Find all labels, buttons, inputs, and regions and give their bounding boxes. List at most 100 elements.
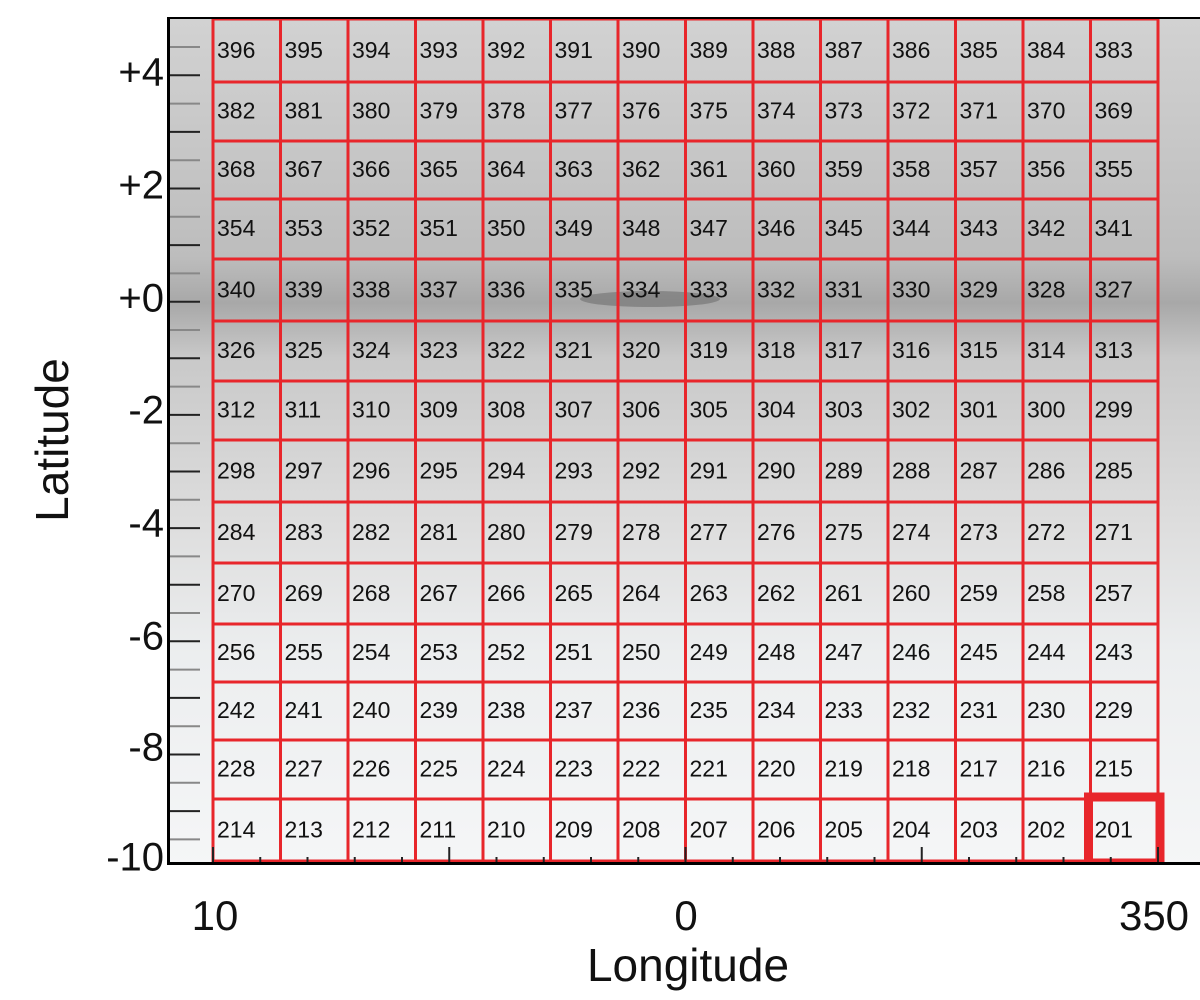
cell-label: 248 (757, 639, 795, 665)
y-tick-label: +2 (118, 163, 164, 208)
cell-label: 255 (285, 639, 323, 665)
cell-label: 335 (555, 276, 593, 302)
cell-label: 304 (757, 397, 796, 423)
cell-label: 233 (825, 697, 863, 723)
cell-label: 268 (352, 580, 390, 606)
cell-label: 213 (285, 816, 323, 842)
cell-label: 229 (1095, 697, 1133, 723)
cell-label: 230 (1027, 697, 1065, 723)
cell-label: 358 (892, 156, 930, 182)
cell-label: 279 (555, 519, 593, 545)
x-tick-label: 10 (191, 892, 239, 939)
y-tick-label: -10 (106, 835, 164, 880)
cell-label: 342 (1027, 215, 1065, 241)
cell-label: 344 (892, 215, 931, 241)
cell-label: 369 (1095, 98, 1133, 124)
cell-label: 383 (1095, 37, 1133, 63)
cell-label: 298 (217, 457, 255, 483)
cell-label: 205 (825, 816, 863, 842)
cell-label: 203 (960, 816, 998, 842)
cell-label: 286 (1027, 457, 1065, 483)
cell-label: 245 (960, 639, 998, 665)
cell-label: 365 (420, 156, 458, 182)
cell-label: 346 (757, 215, 795, 241)
cell-label: 354 (217, 215, 256, 241)
cell-label: 345 (825, 215, 863, 241)
cell-label: 394 (352, 37, 391, 63)
cell-label: 303 (825, 397, 863, 423)
cell-label: 262 (757, 580, 795, 606)
cell-label: 320 (622, 337, 660, 363)
cell-label: 366 (352, 156, 390, 182)
x-tick-label: 350 (1118, 892, 1190, 939)
cell-label: 393 (420, 37, 458, 63)
cell-label: 387 (825, 37, 863, 63)
cell-label: 340 (217, 276, 255, 302)
cell-label: 219 (825, 756, 863, 782)
cell-label: 258 (1027, 580, 1065, 606)
cell-label: 308 (487, 397, 525, 423)
cell-label: 331 (825, 276, 863, 302)
cell-label: 334 (622, 276, 661, 302)
cell-label: 321 (555, 337, 593, 363)
cell-label: 356 (1027, 156, 1065, 182)
cell-label: 242 (217, 697, 255, 723)
cell-label: 370 (1027, 98, 1065, 124)
cell-label: 367 (285, 156, 323, 182)
cell-label: 301 (960, 397, 998, 423)
cell-label: 224 (487, 756, 526, 782)
cell-label: 204 (892, 816, 931, 842)
cell-label: 395 (285, 37, 323, 63)
cell-label: 314 (1027, 337, 1066, 363)
plot-area: 396 395 394 393 392 391 390 389 388 387 386 385 384 3… (167, 17, 1200, 865)
cell-label: 264 (622, 580, 661, 606)
cell-label: 316 (892, 337, 930, 363)
cell-label: 360 (757, 156, 795, 182)
cell-label: 256 (217, 639, 255, 665)
cell-label: 214 (217, 816, 256, 842)
cell-label: 376 (622, 98, 660, 124)
grid-overlay: 396 395 394 393 392 391 390 389 388 387 386 385 384 3… (170, 19, 1200, 862)
cell-label: 385 (960, 37, 998, 63)
cell-label: 273 (960, 519, 998, 545)
cell-label: 396 (217, 37, 255, 63)
y-axis-label: Latitude (26, 358, 78, 522)
cell-label: 221 (690, 756, 728, 782)
cell-label: 384 (1027, 37, 1066, 63)
cell-label: 296 (352, 457, 390, 483)
cell-label: 201 (1095, 816, 1133, 842)
y-tick-label: -8 (128, 725, 164, 770)
cell-label: 328 (1027, 276, 1065, 302)
cell-label: 313 (1095, 337, 1133, 363)
cell-label: 302 (892, 397, 930, 423)
cell-label: 227 (285, 756, 323, 782)
cell-label: 270 (217, 580, 255, 606)
cell-label: 226 (352, 756, 390, 782)
cell-label: 280 (487, 519, 525, 545)
cell-label: 293 (555, 457, 593, 483)
cell-label: 211 (420, 816, 457, 842)
cell-label: 348 (622, 215, 660, 241)
cell-label: 261 (825, 580, 863, 606)
cell-label: 380 (352, 98, 390, 124)
cell-label: 225 (420, 756, 458, 782)
y-tick-label: -2 (128, 388, 164, 433)
cell-label: 254 (352, 639, 391, 665)
cell-label: 276 (757, 519, 795, 545)
cell-label: 325 (285, 337, 323, 363)
cell-label: 359 (825, 156, 863, 182)
cell-label: 353 (285, 215, 323, 241)
cell-label: 223 (555, 756, 593, 782)
cell-label: 294 (487, 457, 526, 483)
cell-label: 391 (555, 37, 593, 63)
cell-label: 239 (420, 697, 458, 723)
cell-label: 238 (487, 697, 525, 723)
cell-label: 202 (1027, 816, 1065, 842)
y-tick-label: -4 (128, 501, 164, 546)
cell-label: 232 (892, 697, 930, 723)
cell-label: 291 (690, 457, 728, 483)
cell-label: 246 (892, 639, 930, 665)
cell-label: 352 (352, 215, 390, 241)
cell-label: 372 (892, 98, 930, 124)
cell-label: 288 (892, 457, 930, 483)
